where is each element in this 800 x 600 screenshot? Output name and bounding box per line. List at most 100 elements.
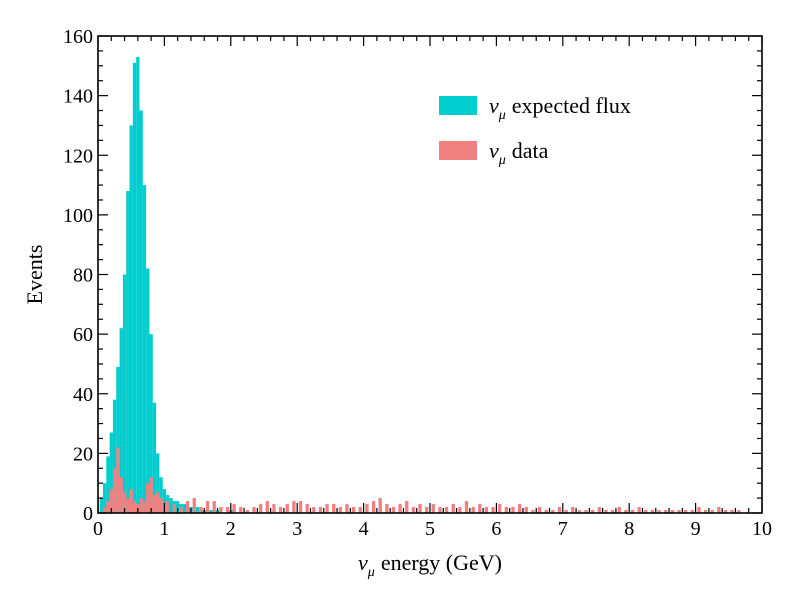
bar-data: [471, 507, 475, 513]
bar-data: [132, 501, 137, 513]
bar-data: [371, 501, 376, 513]
y-tick-label: 60: [73, 324, 93, 346]
bar-data: [405, 501, 409, 513]
bar-data: [597, 507, 601, 513]
bar-data: [617, 507, 621, 513]
x-tick-label: 7: [558, 518, 568, 540]
bar-data: [109, 489, 113, 513]
bar-data: [332, 504, 336, 513]
bar-data: [345, 504, 349, 513]
bar-data: [610, 510, 615, 513]
legend: νμ expected flux νμ data: [439, 93, 631, 168]
bar-expected-flux: [159, 477, 163, 513]
bar-expected-flux: [169, 498, 173, 513]
bar-data: [212, 501, 216, 513]
bar-data: [444, 507, 449, 513]
bar-data: [312, 507, 316, 513]
bar-expected-flux: [102, 483, 107, 513]
legend-label-expected-flux-symbol: ν: [489, 93, 499, 118]
bar-data: [584, 510, 588, 513]
axis-ticks: [97, 35, 763, 514]
legend-label-data-text: data: [512, 138, 549, 163]
y-axis-label: Events: [22, 245, 47, 305]
bar-data: [378, 498, 382, 513]
bar-data: [511, 507, 515, 513]
x-tick-label: 8: [624, 518, 634, 540]
bar-data: [504, 507, 509, 513]
bar-data: [464, 501, 469, 513]
bar-data: [358, 507, 362, 513]
bar-data: [677, 510, 681, 513]
bar-data: [259, 504, 263, 513]
bar-expected-flux: [152, 402, 157, 513]
bar-data: [710, 510, 714, 513]
bar-data: [185, 501, 190, 513]
bar-data: [232, 504, 236, 513]
x-axis-label: νμ energy (GeV): [358, 550, 502, 580]
bar-expected-flux: [109, 432, 113, 513]
x-axis-label-symbol: ν: [358, 550, 368, 575]
legend-label-expected-flux-subscript: μ: [498, 108, 506, 123]
bar-data: [179, 507, 183, 513]
bar-data: [683, 510, 688, 513]
x-tick-label: 0: [93, 518, 103, 540]
bar-data: [292, 501, 296, 513]
bar-data: [112, 468, 117, 513]
bar-data: [192, 498, 196, 513]
bar-data: [325, 504, 329, 513]
bar-data: [172, 504, 177, 513]
y-tick-labels: 0 20 40 60 80 100 120 140 160: [63, 26, 93, 525]
legend-label-data-symbol: ν: [489, 138, 499, 163]
bar-data: [252, 507, 256, 513]
bar-data: [703, 510, 708, 513]
bar-data: [298, 501, 303, 513]
bar-data: [425, 507, 429, 513]
bar-data: [199, 507, 203, 513]
legend-label-data: νμ data: [489, 138, 549, 168]
bar-data: [166, 501, 170, 513]
x-tick-label: 10: [752, 518, 772, 540]
bar-data: [159, 498, 163, 513]
bar-data: [411, 507, 416, 513]
bar-data: [517, 504, 522, 513]
bar-data: [365, 504, 369, 513]
bar-data: [484, 507, 489, 513]
bar-data: [278, 507, 283, 513]
bar-expected-flux: [136, 56, 140, 514]
y-tick-label: 100: [63, 205, 93, 227]
bar-expected-flux: [126, 191, 130, 513]
bar-data: [498, 504, 502, 513]
bar-data: [129, 489, 133, 513]
bar-data: [650, 510, 655, 513]
bar-data: [418, 504, 422, 513]
bar-data: [106, 501, 110, 513]
bar-expected-flux: [146, 268, 150, 513]
bar-data: [305, 504, 309, 513]
bar-data: [385, 504, 389, 513]
bar-data: [265, 501, 269, 513]
bar-data: [152, 495, 157, 513]
bar-expected-flux: [176, 501, 180, 513]
bar-data: [139, 498, 143, 513]
bar-data: [730, 510, 734, 513]
bar-data: [438, 507, 442, 513]
bar-expected-flux: [139, 110, 143, 513]
bar-expected-flux: [132, 62, 137, 513]
legend-label-data-subscript: μ: [498, 153, 506, 168]
bar-data: [149, 477, 153, 513]
bar-data: [670, 510, 675, 513]
bar-data: [624, 510, 628, 513]
bar-expected-flux: [122, 274, 127, 513]
bar-data: [657, 510, 661, 513]
bar-data: [219, 507, 223, 513]
bar-expected-flux: [116, 366, 120, 513]
bar-expected-flux: [162, 489, 167, 513]
x-tick-label: 2: [226, 518, 236, 540]
bar-expected-flux: [195, 507, 200, 513]
y-tick-label: 0: [83, 503, 93, 525]
x-axis-label-subscript: μ: [367, 565, 375, 580]
bar-data: [557, 507, 562, 513]
bar-data: [285, 504, 289, 513]
bar-data: [717, 507, 721, 513]
bar-data: [604, 510, 608, 513]
